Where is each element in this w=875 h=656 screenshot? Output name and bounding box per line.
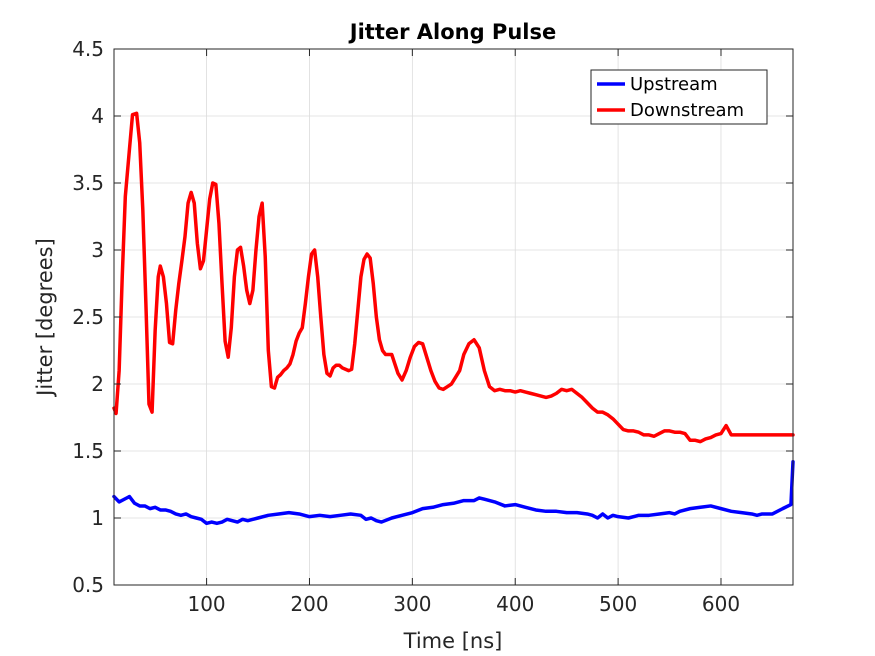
x-tick-label: 400 [496,592,534,616]
chart-title: Jitter Along Pulse [348,20,556,44]
series-layer [112,111,795,526]
x-tick-label: 500 [599,592,637,616]
tick-marks [114,48,793,586]
series-line-downstream [112,111,795,444]
y-tick-label: 1 [91,506,104,530]
legend-label-downstream: Downstream [630,100,744,121]
y-tick-label: 0.5 [72,573,104,597]
legend-box [590,69,768,125]
x-tick-label: 100 [187,592,225,616]
y-tick-label: 3.5 [72,171,104,195]
y-tick-label: 1.5 [72,439,104,463]
y-tick-label: 3 [91,238,104,262]
x-tick-label: 300 [393,592,431,616]
y-axis-label: Jitter [degrees] [33,238,57,398]
legend-label-upstream: Upstream [630,74,718,95]
tick-labels: 100 200 300 400 500 600 0.5 1 1.5 2 2.5 3 3.5 4 4.5 [72,37,740,616]
y-tick-label: 2 [91,372,104,396]
grid-lines [114,49,793,585]
x-tick-label: 600 [702,592,740,616]
y-tick-label: 4 [91,104,104,128]
x-tick-label: 200 [290,592,328,616]
x-axis-label: Time [ns] [403,629,503,653]
y-tick-label: 2.5 [72,305,104,329]
series-line-upstream [112,459,795,526]
y-tick-label: 4.5 [72,37,104,61]
legend: Upstream Downstream [590,69,768,125]
